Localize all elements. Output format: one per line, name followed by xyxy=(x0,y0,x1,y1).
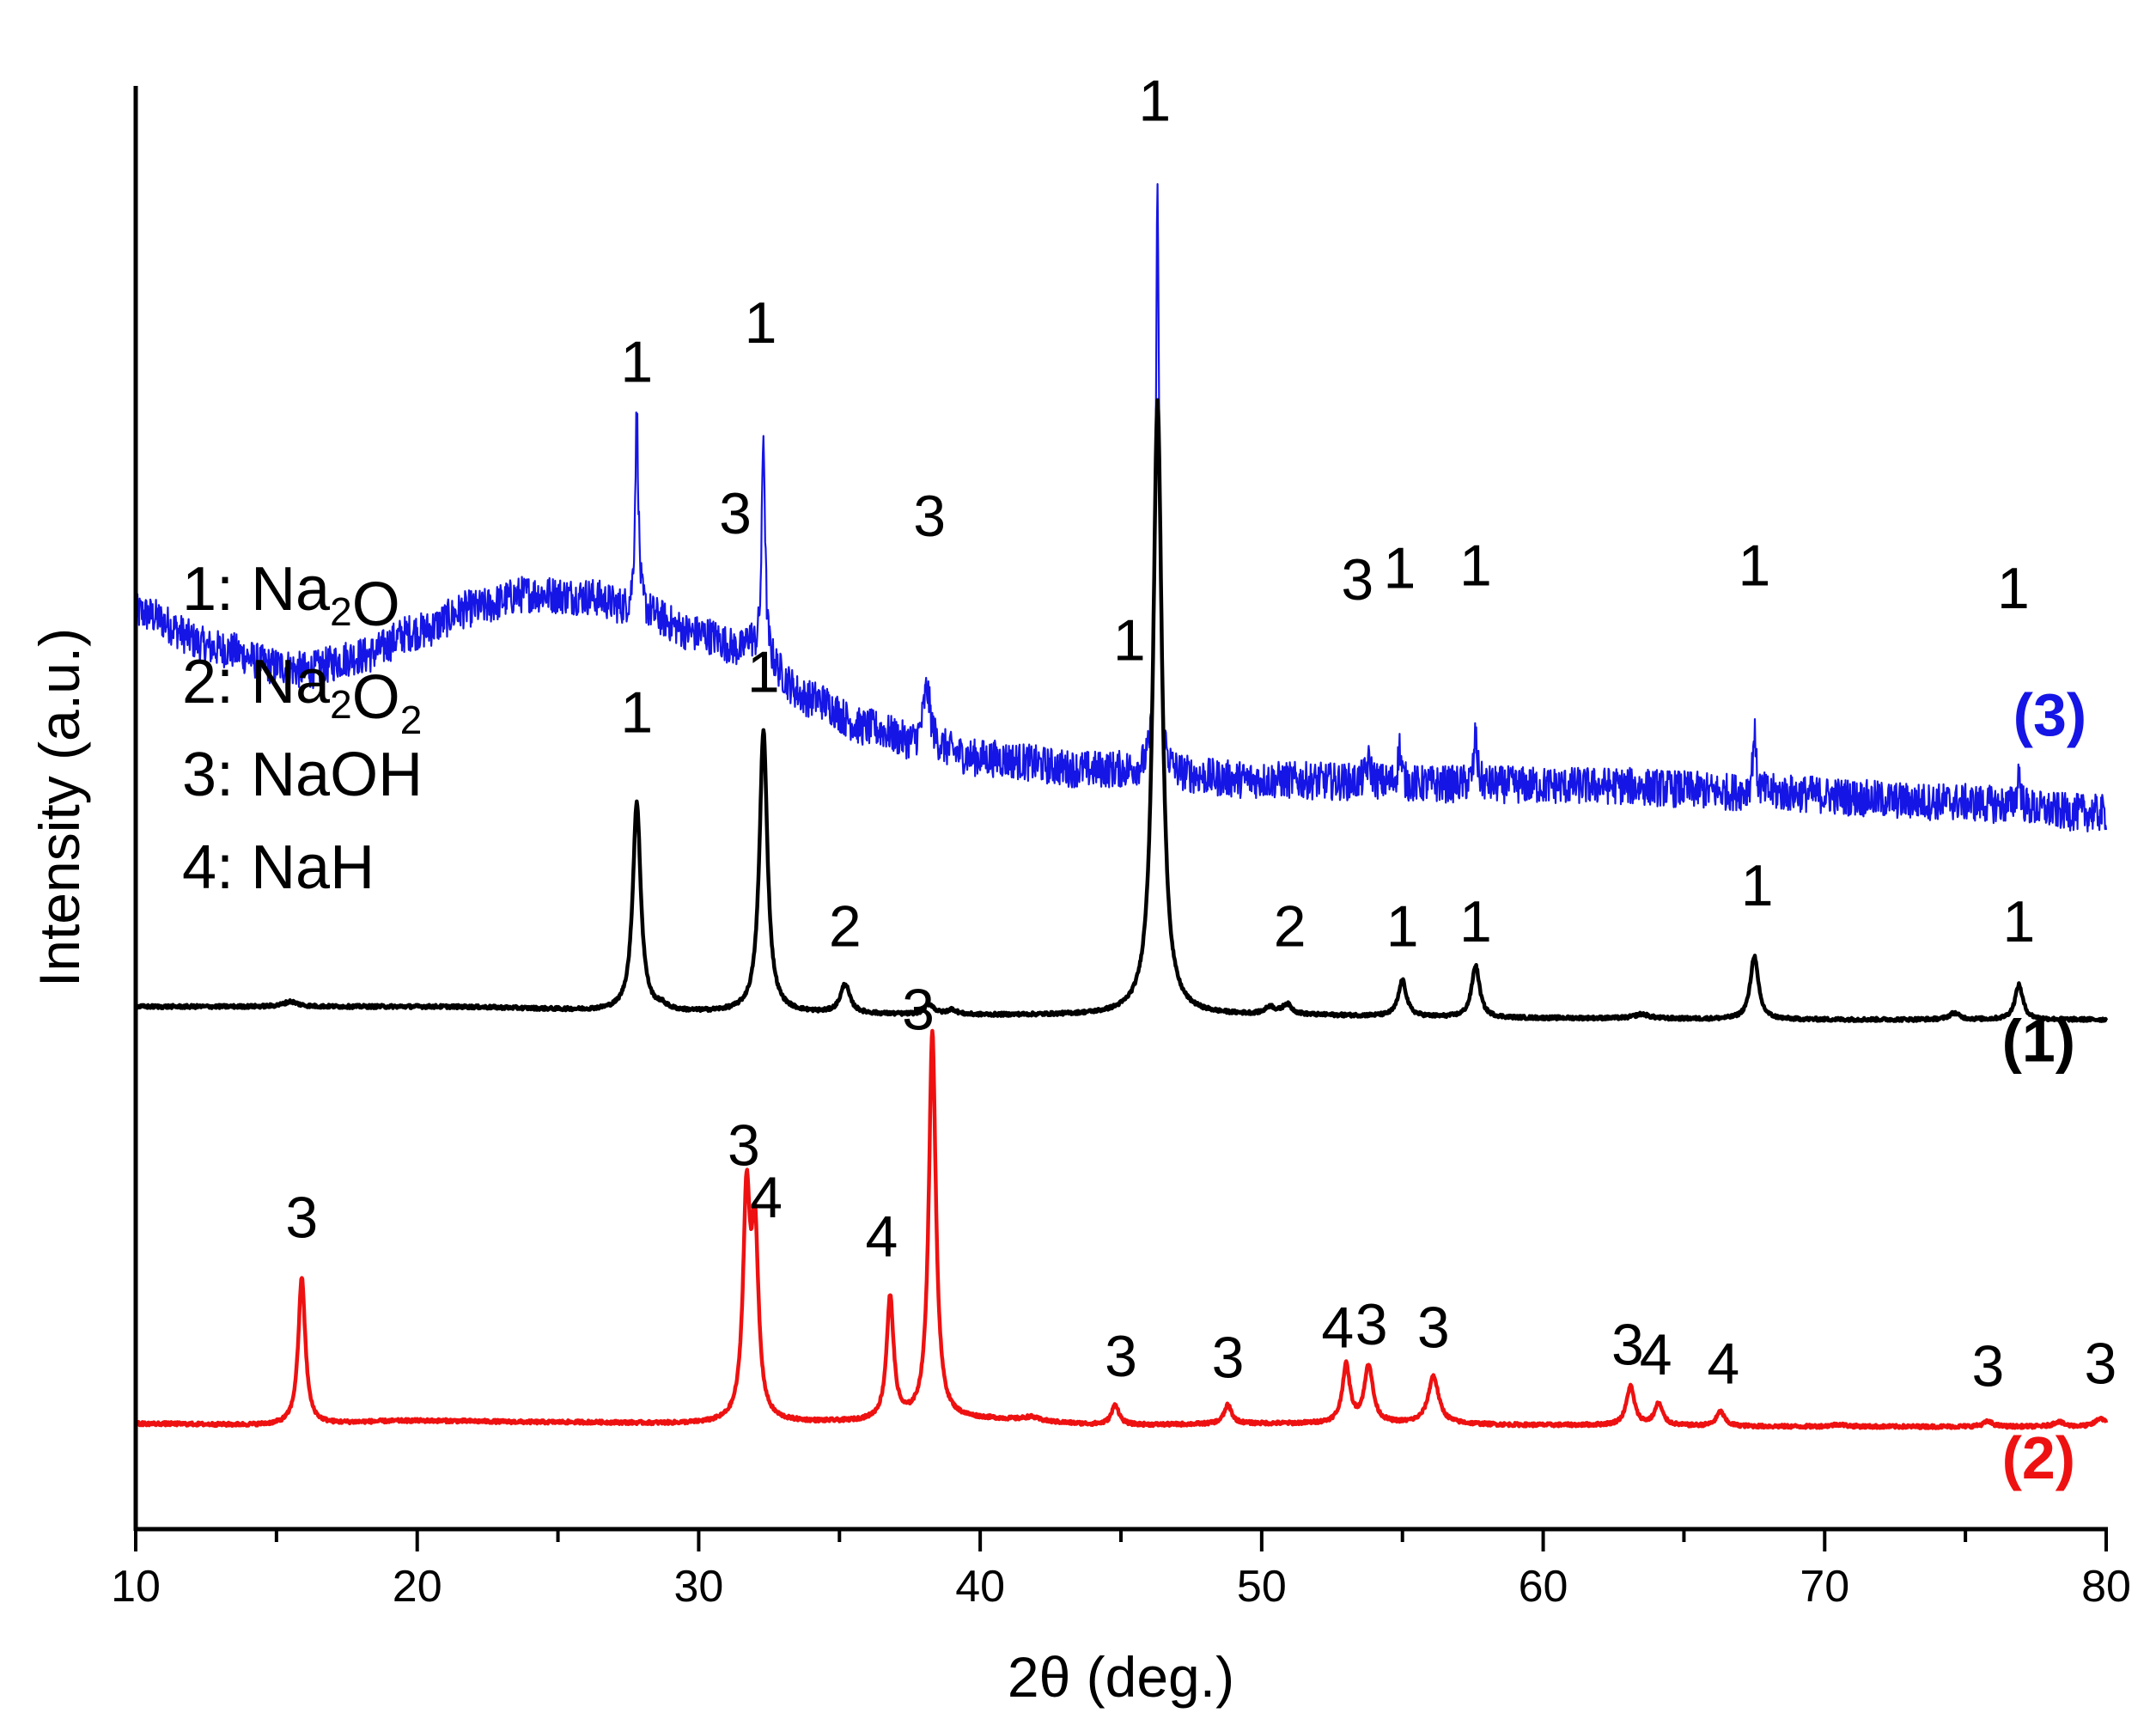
peak-label: 2 xyxy=(829,893,862,959)
x-ticks: 10 20 30 40 50 60 70 80 xyxy=(111,1529,2131,1612)
series-line xyxy=(133,398,2109,1023)
legend-formula-text: Na xyxy=(251,555,331,624)
peak-label: 3 xyxy=(1212,1326,1245,1391)
peak-label: 3 xyxy=(2085,1331,2117,1396)
legend-number: 2: xyxy=(182,648,251,716)
legend-number: 3: xyxy=(182,741,251,809)
peak-label: 3 xyxy=(913,484,946,549)
peak-label: 3 xyxy=(902,978,935,1043)
x-tick-label: 50 xyxy=(1237,1562,1287,1612)
x-axis-title: 2θ (deg.) xyxy=(1008,1645,1234,1709)
peak-label: 1 xyxy=(2002,889,2035,954)
peak-label: 3 xyxy=(728,1113,760,1179)
legend-number: 4: xyxy=(182,833,251,902)
peak-label: 4 xyxy=(750,1165,783,1230)
x-tick-label: 10 xyxy=(111,1562,161,1612)
peak-label: 1 xyxy=(1459,889,1492,954)
peak-label: 1 xyxy=(745,290,777,356)
x-tick-label: 60 xyxy=(1519,1562,1568,1612)
series-tag: (2) xyxy=(2002,1424,2076,1491)
legend-formula-text: Na xyxy=(251,648,331,716)
legend-entry: 4: NaH xyxy=(182,833,375,902)
x-tick-label: 70 xyxy=(1800,1562,1849,1612)
axes: 10 20 30 40 50 60 70 80 xyxy=(111,86,2131,1612)
legend-number: 1: xyxy=(182,555,251,624)
peak-label: 1 xyxy=(1741,853,1774,918)
series-layer xyxy=(133,183,2109,1430)
legend-formula-text: NaH xyxy=(251,833,375,902)
peak-label: 3 xyxy=(1105,1324,1137,1389)
peak-label: 1 xyxy=(1997,556,2030,621)
peak-label: 1 xyxy=(747,640,780,705)
series-tag-layer: (3) (1) (2) xyxy=(2002,681,2087,1491)
peak-label: 3 xyxy=(1971,1334,2004,1399)
legend-formula-text: O xyxy=(352,570,400,639)
legend-subscript: 2 xyxy=(330,589,352,634)
peak-label: 1 xyxy=(1113,608,1146,674)
peak-label: 4 xyxy=(1321,1295,1354,1360)
peak-label: 1 xyxy=(1138,68,1171,133)
peak-label: 1 xyxy=(1738,533,1770,598)
legend-entry: 3: NaOH xyxy=(182,741,423,809)
legend-formula-text: O xyxy=(352,663,400,732)
peak-label: 1 xyxy=(620,329,653,394)
series-tag: (3) xyxy=(2013,681,2087,748)
series-tag: (1) xyxy=(2002,1008,2076,1075)
peak-label: 1 xyxy=(1459,533,1492,598)
peak-label: 4 xyxy=(866,1204,898,1269)
x-tick-label: 30 xyxy=(674,1562,724,1612)
peak-label: 4 xyxy=(1707,1331,1739,1396)
series-line xyxy=(133,1028,2109,1430)
peak-label: 1 xyxy=(1384,536,1416,601)
legend-formula-text: NaOH xyxy=(251,741,423,809)
peak-label: 2 xyxy=(1274,893,1306,959)
x-tick-label: 40 xyxy=(955,1562,1005,1612)
legend-subscript: 2 xyxy=(400,698,423,742)
peak-label: 3 xyxy=(1355,1292,1388,1357)
peak-label: 3 xyxy=(1417,1295,1450,1360)
y-axis-title: Intensity (a.u.) xyxy=(27,628,91,987)
peak-label: 1 xyxy=(620,680,653,746)
x-tick-label: 80 xyxy=(2081,1562,2131,1612)
peak-label: 3 xyxy=(1341,547,1373,613)
peak-label: 4 xyxy=(1640,1322,1672,1387)
legend-subscript: 2 xyxy=(330,682,352,727)
legend-entry: 2: Na2O2 xyxy=(182,648,422,742)
peak-label: 3 xyxy=(1611,1312,1644,1377)
peak-label: 3 xyxy=(719,481,752,546)
peak-label: 1 xyxy=(1386,893,1419,959)
legend-entry: 1: Na2O xyxy=(182,555,400,639)
peak-label: 3 xyxy=(285,1186,318,1251)
x-tick-label: 20 xyxy=(393,1562,442,1612)
series-line xyxy=(134,183,2108,832)
